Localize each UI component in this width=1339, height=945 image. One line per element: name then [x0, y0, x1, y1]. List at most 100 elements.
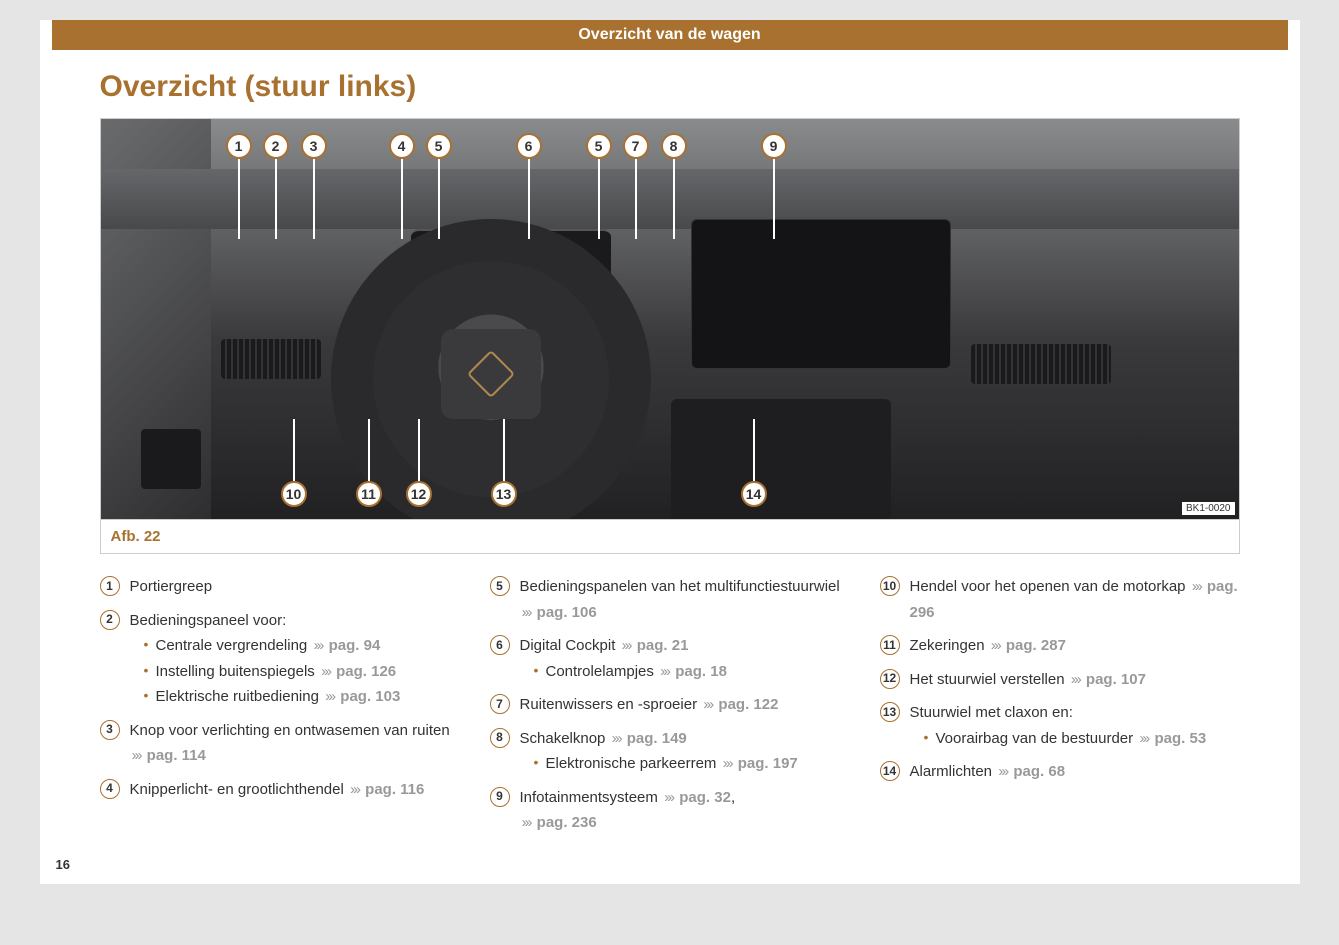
legend-item: 6Digital Cockpit ››› pag. 21Controlelamp… [490, 633, 850, 684]
legend-subitem: Elektrische ruitbediening ››› pag. 103 [144, 684, 460, 710]
callout-marker: 11 [356, 481, 382, 507]
leader-line [275, 159, 277, 239]
legend-subitem: Elektronische parkeerrem ››› pag. 197 [534, 751, 850, 777]
page-ref: pag. 18 [675, 663, 727, 680]
callout-marker: 8 [661, 133, 687, 159]
page-ref: pag. 107 [1086, 671, 1146, 688]
chevron-icon: ››› [622, 637, 631, 654]
page-ref: pag. 122 [718, 696, 778, 713]
legend-text: Knipperlicht- en grootlichthendel ››› pa… [130, 777, 460, 803]
leader-line [418, 419, 420, 481]
legend-text: Ruitenwissers en -sproeier ››› pag. 122 [520, 692, 850, 718]
callout-marker: 1 [226, 133, 252, 159]
legend-item: 11Zekeringen ››› pag. 287 [880, 633, 1240, 659]
chevron-icon: ››› [313, 637, 322, 654]
door-controls-shape [141, 429, 201, 489]
legend-item: 10Hendel voor het openen van de motorkap… [880, 574, 1240, 625]
image-code: BK1-0020 [1182, 502, 1234, 515]
callout-marker: 3 [301, 133, 327, 159]
legend-number: 7 [490, 694, 510, 714]
leader-line [293, 419, 295, 481]
legend-subitem: Instelling buitenspiegels ››› pag. 126 [144, 659, 460, 685]
legend-subitem: Voorairbag van de bestuurder ››› pag. 53 [924, 726, 1240, 752]
chevron-icon: ››› [612, 730, 621, 747]
legend-text: Infotainmentsysteem ››› pag. 32,››› pag.… [520, 785, 850, 836]
leader-line [503, 419, 505, 481]
center-console-shape [671, 399, 891, 519]
legend-text: Alarmlichten ››› pag. 68 [910, 759, 1240, 785]
legend-columns: 1Portiergreep2Bedieningspaneel voor:Cent… [100, 574, 1240, 844]
figure-caption: Afb. 22 [101, 519, 1239, 553]
infotainment-screen-shape [691, 219, 951, 369]
legend-number: 12 [880, 669, 900, 689]
legend-item: 12 Het stuurwiel verstellen ››› pag. 107 [880, 667, 1240, 693]
legend-number: 13 [880, 702, 900, 722]
callout-marker: 5 [426, 133, 452, 159]
page-ref: pag. 106 [537, 604, 597, 621]
leader-line [773, 159, 775, 239]
air-vent-right [971, 344, 1111, 384]
page-title: Overzicht (stuur links) [100, 70, 1300, 104]
legend-number: 14 [880, 761, 900, 781]
callout-marker: 2 [263, 133, 289, 159]
leader-line [368, 419, 370, 481]
legend-column: 10Hendel voor het openen van de motorkap… [880, 574, 1240, 844]
chevron-icon: ››› [991, 637, 1000, 654]
page-ref: pag. 32 [679, 789, 731, 806]
page-ref: pag. 149 [627, 730, 687, 747]
page-ref: pag. 236 [537, 814, 597, 831]
legend-subitem: Controlelampjes ››› pag. 18 [534, 659, 850, 685]
legend-text: Het stuurwiel verstellen ››› pag. 107 [910, 667, 1240, 693]
page-ref: pag. 21 [637, 637, 689, 654]
callout-marker: 9 [761, 133, 787, 159]
legend-text: Zekeringen ››› pag. 287 [910, 633, 1240, 659]
air-vent-left [221, 339, 321, 379]
legend-number: 8 [490, 728, 510, 748]
legend-subitem: Centrale vergrendeling ››› pag. 94 [144, 633, 460, 659]
page-ref: pag. 197 [738, 755, 798, 772]
callout-marker: 12 [406, 481, 432, 507]
manual-page: Overzicht van de wagen Overzicht (stuur … [40, 20, 1300, 884]
legend-text: Bedieningspaneel voor:Centrale vergrende… [130, 608, 460, 710]
page-ref: pag. 114 [147, 747, 206, 764]
legend-number: 6 [490, 635, 510, 655]
page-ref: pag. 116 [365, 781, 424, 798]
chevron-icon: ››› [522, 814, 531, 831]
legend-number: 5 [490, 576, 510, 596]
leader-line [313, 159, 315, 239]
leader-line [673, 159, 675, 239]
chevron-icon: ››› [664, 789, 673, 806]
chevron-icon: ››› [1071, 671, 1080, 688]
chevron-icon: ››› [660, 663, 669, 680]
legend-text: Stuurwiel met claxon en:Voorairbag van d… [910, 700, 1240, 751]
legend-number: 3 [100, 720, 120, 740]
chevron-icon: ››› [522, 604, 531, 621]
leader-line [635, 159, 637, 239]
legend-item: 13 Stuurwiel met claxon en:Voorairbag van… [880, 700, 1240, 751]
legend-item: 5Bedieningspanelen van het multifunctie­… [490, 574, 850, 625]
chevron-icon: ››› [132, 747, 141, 764]
callout-marker: 4 [389, 133, 415, 159]
leader-line [598, 159, 600, 239]
chevron-icon: ››› [703, 696, 712, 713]
chevron-icon: ››› [1192, 578, 1201, 595]
page-ref: pag. 68 [1013, 763, 1065, 780]
legend-item: 8Schakelknop ››› pag. 149Elektronische p… [490, 726, 850, 777]
leader-line [753, 419, 755, 481]
callout-marker: 7 [623, 133, 649, 159]
callout-marker: 10 [281, 481, 307, 507]
chevron-icon: ››› [350, 781, 359, 798]
legend-column: 1Portiergreep2Bedieningspaneel voor:Cent… [100, 574, 460, 844]
chevron-icon: ››› [1139, 730, 1148, 747]
page-ref: pag. 53 [1154, 730, 1206, 747]
legend-number: 9 [490, 787, 510, 807]
callout-marker: 13 [491, 481, 517, 507]
page-ref: pag. 94 [329, 637, 381, 654]
leader-line [528, 159, 530, 239]
legend-item: 7 Ruitenwissers en -sproeier ››› pag. 122 [490, 692, 850, 718]
chevron-icon: ››› [723, 755, 732, 772]
callout-marker: 5 [586, 133, 612, 159]
legend-number: 2 [100, 610, 120, 630]
chevron-icon: ››› [998, 763, 1007, 780]
legend-text: Hendel voor het openen van de motorkap ›… [910, 574, 1240, 625]
